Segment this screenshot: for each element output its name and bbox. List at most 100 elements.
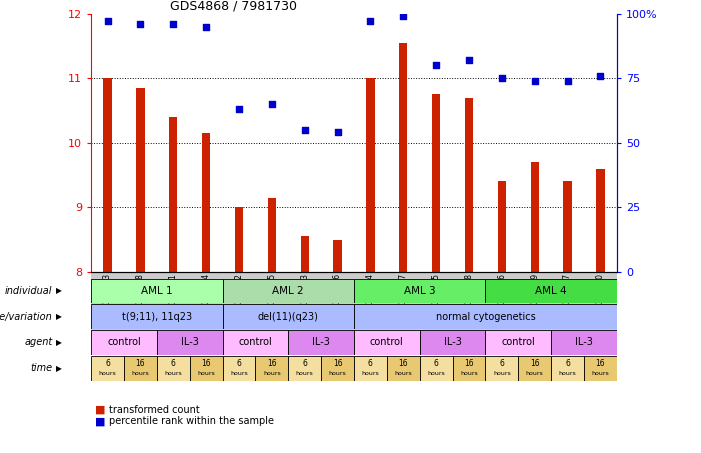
Bar: [91, 356, 124, 381]
Bar: [288, 356, 321, 381]
Bar: [531, 162, 539, 272]
Bar: [321, 272, 354, 342]
Point: [397, 13, 409, 20]
Point: [430, 62, 442, 69]
Text: AML 2: AML 2: [273, 286, 304, 296]
Text: IL-3: IL-3: [181, 337, 198, 347]
Bar: [157, 356, 190, 381]
Bar: [354, 272, 387, 342]
Bar: [485, 272, 518, 342]
Bar: [518, 356, 551, 381]
Text: percentile rank within the sample: percentile rank within the sample: [109, 416, 273, 426]
Bar: [354, 304, 617, 329]
Text: 6: 6: [105, 359, 110, 368]
Text: hours: hours: [395, 371, 412, 376]
Text: 16: 16: [135, 359, 145, 368]
Text: control: control: [238, 337, 272, 347]
Bar: [288, 272, 321, 342]
Text: 6: 6: [302, 359, 307, 368]
Point: [529, 77, 540, 84]
Text: AML 1: AML 1: [141, 286, 172, 296]
Text: hours: hours: [230, 371, 248, 376]
Text: GDS4868 / 7981730: GDS4868 / 7981730: [170, 0, 297, 12]
Text: hours: hours: [263, 371, 280, 376]
Point: [135, 20, 146, 28]
Text: t(9;11), 11q23: t(9;11), 11q23: [122, 312, 192, 322]
Bar: [387, 272, 420, 342]
Text: ▶: ▶: [56, 364, 62, 373]
Text: ▶: ▶: [56, 286, 62, 295]
Bar: [498, 181, 506, 272]
Text: normal cytogenetics: normal cytogenetics: [435, 312, 536, 322]
Point: [365, 18, 376, 25]
Text: 16: 16: [398, 359, 408, 368]
Bar: [223, 330, 288, 355]
Text: time: time: [30, 363, 53, 373]
Bar: [551, 272, 584, 342]
Bar: [104, 78, 111, 272]
Text: genotype/variation: genotype/variation: [0, 312, 53, 322]
Point: [168, 20, 179, 28]
Text: individual: individual: [5, 286, 53, 296]
Bar: [420, 356, 453, 381]
Text: 16: 16: [201, 359, 211, 368]
Text: hours: hours: [329, 371, 346, 376]
Bar: [399, 43, 407, 272]
Text: 6: 6: [565, 359, 570, 368]
Bar: [202, 133, 210, 272]
Text: ▶: ▶: [56, 338, 62, 347]
Bar: [597, 169, 604, 272]
Bar: [223, 304, 354, 329]
Bar: [420, 330, 485, 355]
Bar: [485, 279, 617, 303]
Bar: [169, 117, 177, 272]
Text: ■: ■: [95, 416, 105, 426]
Bar: [354, 330, 420, 355]
Text: 6: 6: [171, 359, 176, 368]
Text: hours: hours: [362, 371, 379, 376]
Bar: [354, 356, 387, 381]
Text: 16: 16: [333, 359, 342, 368]
Text: hours: hours: [99, 371, 116, 376]
Bar: [518, 272, 551, 342]
Bar: [387, 356, 420, 381]
Bar: [157, 330, 223, 355]
Bar: [465, 97, 473, 272]
Bar: [420, 272, 453, 342]
Bar: [124, 356, 157, 381]
Text: 16: 16: [530, 359, 540, 368]
Bar: [551, 330, 617, 355]
Bar: [91, 279, 223, 303]
Text: ■: ■: [95, 405, 105, 415]
Bar: [124, 272, 157, 342]
Bar: [367, 78, 374, 272]
Text: hours: hours: [165, 371, 182, 376]
Bar: [432, 94, 440, 272]
Bar: [564, 181, 572, 272]
Bar: [223, 279, 354, 303]
Bar: [190, 356, 223, 381]
Bar: [190, 272, 223, 342]
Text: del(11)(q23): del(11)(q23): [258, 312, 319, 322]
Bar: [136, 88, 144, 272]
Text: 16: 16: [267, 359, 277, 368]
Text: 6: 6: [434, 359, 439, 368]
Point: [299, 126, 311, 134]
Text: 16: 16: [596, 359, 605, 368]
Text: 6: 6: [236, 359, 241, 368]
Bar: [354, 279, 485, 303]
Bar: [584, 356, 617, 381]
Text: control: control: [370, 337, 404, 347]
Bar: [334, 240, 341, 272]
Bar: [91, 330, 157, 355]
Point: [496, 75, 508, 82]
Bar: [255, 272, 288, 342]
Text: hours: hours: [526, 371, 543, 376]
Text: hours: hours: [592, 371, 609, 376]
Bar: [453, 356, 485, 381]
Point: [233, 106, 245, 113]
Bar: [485, 356, 518, 381]
Bar: [91, 304, 223, 329]
Bar: [288, 330, 354, 355]
Point: [562, 77, 573, 84]
